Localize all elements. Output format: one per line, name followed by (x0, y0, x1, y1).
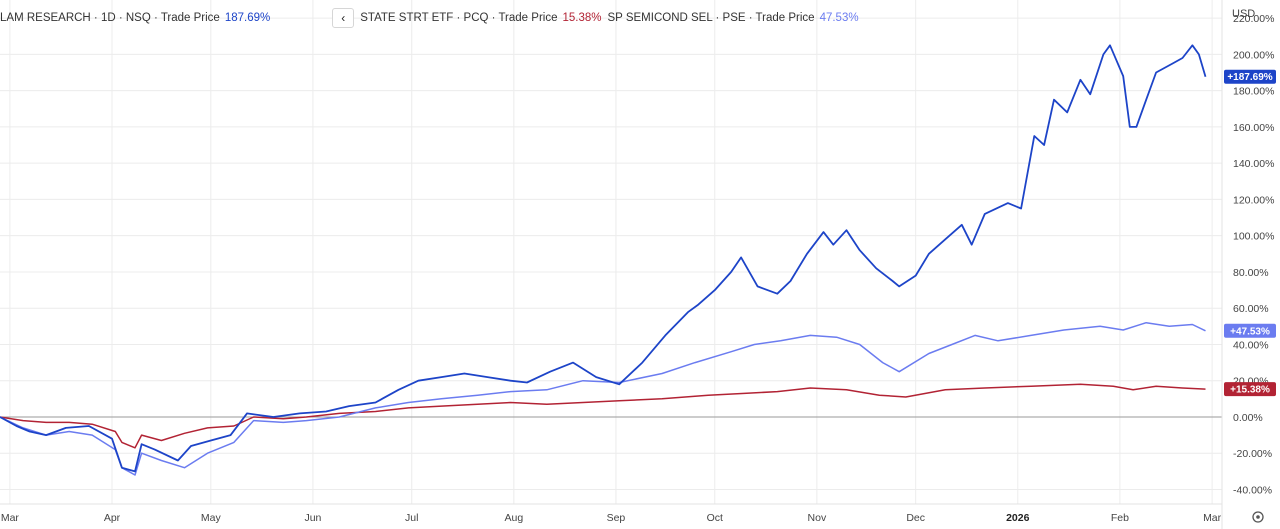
legend-value: 47.53% (819, 12, 859, 24)
y-axis-ticks: 220.00% 200.00% 180.00% 160.00% 140.00% 120.0… (1233, 13, 1274, 496)
y-tick-label: 80.00% (1233, 267, 1269, 279)
badge-bg (1224, 323, 1276, 338)
axes (0, 0, 1223, 529)
badge-label: +187.69% (1227, 72, 1272, 83)
y-tick-label: -20.00% (1233, 448, 1272, 460)
y-tick-label: 140.00% (1233, 158, 1274, 170)
badge-label: +47.53% (1230, 326, 1270, 337)
badge-bg (1224, 69, 1276, 84)
x-tick-label: Apr (104, 512, 121, 524)
y-tick-label: 160.00% (1233, 122, 1274, 134)
badge-label: +15.38% (1230, 385, 1270, 396)
last-value-badge: +47.53% (1224, 323, 1276, 338)
legend-item-state-strt-etf[interactable]: STATE STRT ETF · PCQ · Trade Price 15.38… (360, 12, 601, 24)
series-line-state-strt-etf[interactable] (0, 383, 1206, 449)
y-tick-label: 200.00% (1233, 49, 1274, 61)
y-tick-label: -40.00% (1233, 484, 1272, 496)
x-tick-label: May (201, 512, 222, 524)
x-tick-label: Dec (906, 512, 925, 524)
series-line-sp-semicond-sel[interactable] (0, 321, 1206, 476)
last-value-badges: +187.69% +15.38% +47.53% (1224, 69, 1276, 397)
last-value-badge: +15.38% (1224, 382, 1276, 397)
series-lines (0, 44, 1207, 476)
y-tick-label: 40.00% (1233, 339, 1269, 351)
x-tick-label: Oct (707, 512, 723, 524)
legend-label: STATE STRT ETF · PCQ · Trade Price (360, 12, 558, 24)
legend: LAM RESEARCH · 1D · NSQ · Trade Price 18… (0, 8, 865, 28)
y-tick-label: 220.00% (1233, 13, 1274, 25)
legend-value: 187.69% (224, 12, 271, 24)
series-line-lam-research[interactable] (0, 44, 1207, 473)
x-tick-label: Nov (808, 512, 827, 524)
legend-item-sp-semicond-sel[interactable]: SP SEMICOND SEL · PSE · Trade Price 47.5… (608, 12, 859, 24)
x-tick-label: Feb (1111, 512, 1129, 524)
x-tick-label: Mar (1, 512, 20, 524)
grid-lines (0, 0, 1222, 504)
last-value-badge: +187.69% (1224, 69, 1276, 84)
x-tick-label: Aug (504, 512, 523, 524)
gear-icon[interactable] (1252, 511, 1264, 523)
x-tick-label: 2026 (1006, 512, 1030, 524)
x-tick-label: Jun (304, 512, 321, 524)
y-tick-label: 100.00% (1233, 231, 1274, 243)
x-tick-label: Sep (607, 512, 626, 524)
x-tick-label: Jul (405, 512, 418, 524)
y-tick-label: 60.00% (1233, 303, 1269, 315)
y-tick-label: 0.00% (1233, 412, 1263, 424)
y-tick-label: 120.00% (1233, 194, 1274, 206)
currency-label[interactable]: USD (1232, 8, 1256, 20)
legend-label: LAM RESEARCH · 1D · NSQ · Trade Price (0, 12, 220, 24)
legend-item-lam-research[interactable]: LAM RESEARCH · 1D · NSQ · Trade Price 18… (0, 12, 270, 24)
badge-bg (1224, 382, 1276, 397)
x-axis-ticks: Mar Apr May Jun Jul Aug Sep Oct Nov Dec 2026 Feb Mar (1, 512, 1222, 524)
legend-value: 15.38% (562, 12, 602, 24)
y-tick-label: 180.00% (1233, 86, 1274, 98)
chevron-left-icon[interactable]: ‹ (332, 8, 355, 28)
legend-label: SP SEMICOND SEL · PSE · Trade Price (607, 12, 815, 24)
x-tick-label: Mar (1203, 512, 1222, 524)
